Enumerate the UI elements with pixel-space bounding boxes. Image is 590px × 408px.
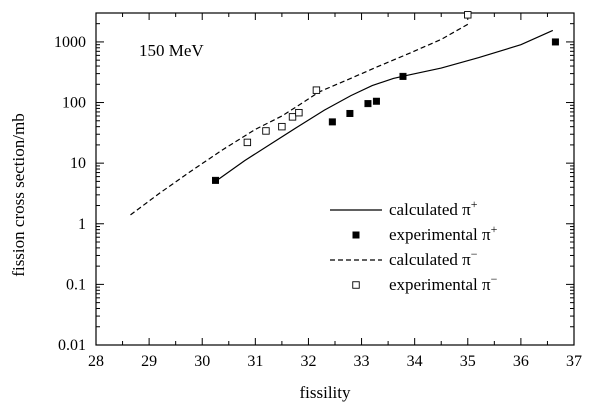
series-1-point bbox=[328, 118, 336, 126]
y-tick-label: 1000 bbox=[54, 34, 86, 51]
series-1-point bbox=[346, 109, 354, 117]
legend-label-3: experimental π− bbox=[389, 272, 498, 294]
x-tick-label: 29 bbox=[141, 353, 157, 370]
series-3-point bbox=[262, 127, 270, 135]
legend-marker-1 bbox=[352, 231, 360, 239]
series-1-point bbox=[399, 72, 407, 80]
x-tick-label: 30 bbox=[194, 353, 210, 370]
x-tick-label: 36 bbox=[513, 353, 529, 370]
series-1-point bbox=[551, 38, 559, 46]
y-axis-title: fission cross section/mb bbox=[9, 113, 28, 276]
x-tick-label: 37 bbox=[566, 353, 582, 370]
series-3-point bbox=[464, 11, 472, 19]
series-1-point bbox=[212, 176, 219, 184]
x-tick-label: 32 bbox=[300, 353, 316, 370]
x-tick-label: 31 bbox=[247, 353, 263, 370]
legend-label-0: calculated π+ bbox=[389, 197, 478, 219]
legend-label-2: calculated π− bbox=[389, 247, 478, 269]
series-3-point bbox=[288, 113, 297, 121]
chart-annotation: 150 MeV bbox=[139, 41, 204, 60]
x-tick-label: 33 bbox=[354, 353, 370, 370]
series-3-point bbox=[312, 86, 321, 94]
series-1-point bbox=[372, 97, 380, 105]
plot-frame bbox=[95, 12, 575, 346]
series-line-2 bbox=[130, 23, 469, 216]
y-tick-label: 1 bbox=[78, 216, 86, 233]
y-tick-label: 10 bbox=[70, 155, 86, 172]
y-tick-label: 0.1 bbox=[66, 276, 86, 293]
series-3-point bbox=[278, 122, 286, 131]
series-3-point bbox=[243, 138, 252, 147]
series-1-point bbox=[364, 100, 372, 108]
legend-label-1: experimental π+ bbox=[389, 222, 498, 244]
x-axis-title: fissility bbox=[299, 383, 351, 402]
x-tick-label: 35 bbox=[460, 353, 476, 370]
legend-marker-3 bbox=[352, 281, 360, 289]
x-tick-label: 34 bbox=[407, 353, 423, 370]
series-line-0 bbox=[215, 29, 554, 182]
series-3-point bbox=[295, 108, 303, 117]
x-tick-label: 28 bbox=[88, 353, 104, 370]
y-tick-label: 100 bbox=[62, 95, 86, 112]
y-tick-label: 0.01 bbox=[58, 337, 86, 354]
